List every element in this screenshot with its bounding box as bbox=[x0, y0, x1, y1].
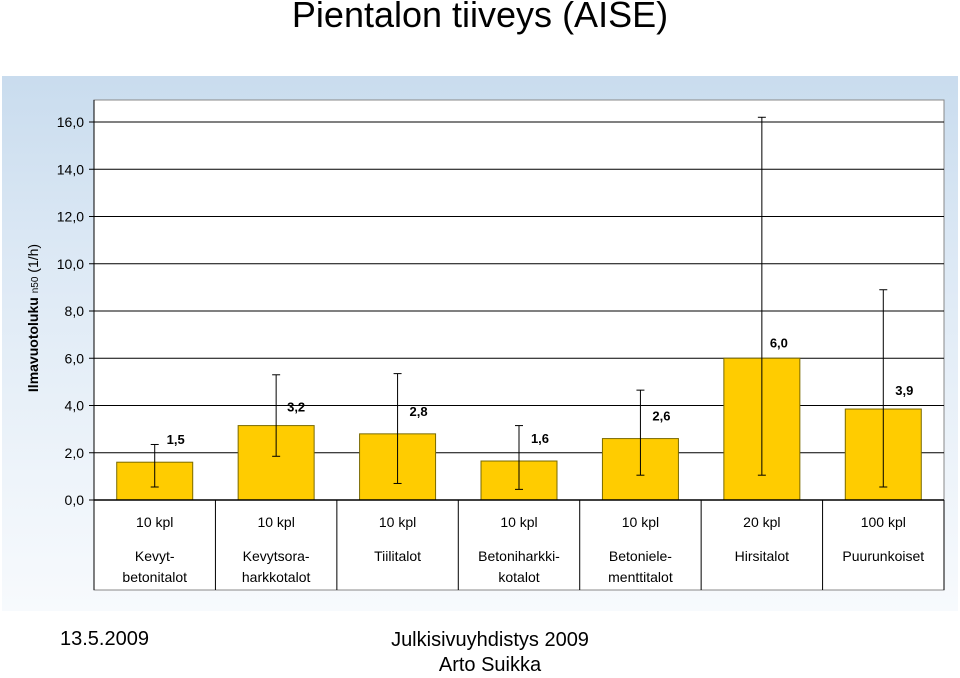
category-count-label: 10 kpl bbox=[257, 514, 294, 530]
category-name-label: Kevyt- bbox=[135, 548, 175, 564]
data-label: 3,2 bbox=[287, 400, 305, 415]
y-tick-label: 6,0 bbox=[65, 350, 85, 366]
y-tick-label: 2,0 bbox=[65, 445, 85, 461]
data-label: 6,0 bbox=[770, 335, 788, 350]
category-name-label: menttitalot bbox=[608, 569, 673, 585]
category-name-label: Betoniele- bbox=[609, 548, 672, 564]
data-label: 1,6 bbox=[531, 431, 549, 446]
category-count-label: 10 kpl bbox=[622, 514, 659, 530]
y-tick-label: 14,0 bbox=[57, 161, 84, 177]
y-axis-title: Ilmavuotoluku n50 (1/h) bbox=[25, 244, 41, 392]
y-tick-label: 16,0 bbox=[57, 114, 84, 130]
data-label: 1,5 bbox=[167, 432, 185, 447]
footer-org-line-2: Arto Suikka bbox=[438, 654, 542, 676]
data-label: 3,9 bbox=[895, 383, 913, 398]
y-tick-label: 4,0 bbox=[65, 398, 85, 414]
category-count-label: 10 kpl bbox=[379, 514, 416, 530]
data-label: 2,6 bbox=[652, 409, 670, 424]
plot-area bbox=[93, 99, 945, 591]
category-name-label: Tiilitalot bbox=[374, 548, 421, 564]
category-name-label: harkkotalot bbox=[242, 569, 311, 585]
y-tick-label: 0,0 bbox=[65, 492, 85, 508]
category-count-label: 10 kpl bbox=[136, 514, 173, 530]
footer-date: 13.5.2009 bbox=[60, 628, 149, 650]
category-count-label: 10 kpl bbox=[500, 514, 537, 530]
data-label: 2,8 bbox=[410, 404, 428, 419]
category-name-label: kotalot bbox=[498, 569, 539, 585]
category-count-label: 20 kpl bbox=[743, 514, 780, 530]
category-count-label: 100 kpl bbox=[861, 514, 906, 530]
category-name-label: betonitalot bbox=[122, 569, 187, 585]
slide-title: Pientalon tiiveys (AISE) bbox=[291, 0, 669, 35]
y-tick-label: 12,0 bbox=[57, 209, 84, 225]
footer-org-line-1: Julkisivuyhdistys 2009 bbox=[391, 629, 589, 651]
category-name-label: Puurunkoiset bbox=[842, 548, 924, 564]
y-tick-label: 10,0 bbox=[57, 256, 84, 272]
category-name-label: Kevytsora- bbox=[243, 548, 310, 564]
y-tick-label: 8,0 bbox=[65, 303, 85, 319]
category-name-label: Hirsitalot bbox=[735, 548, 790, 564]
category-name-label: Betoniharkki- bbox=[478, 548, 560, 564]
